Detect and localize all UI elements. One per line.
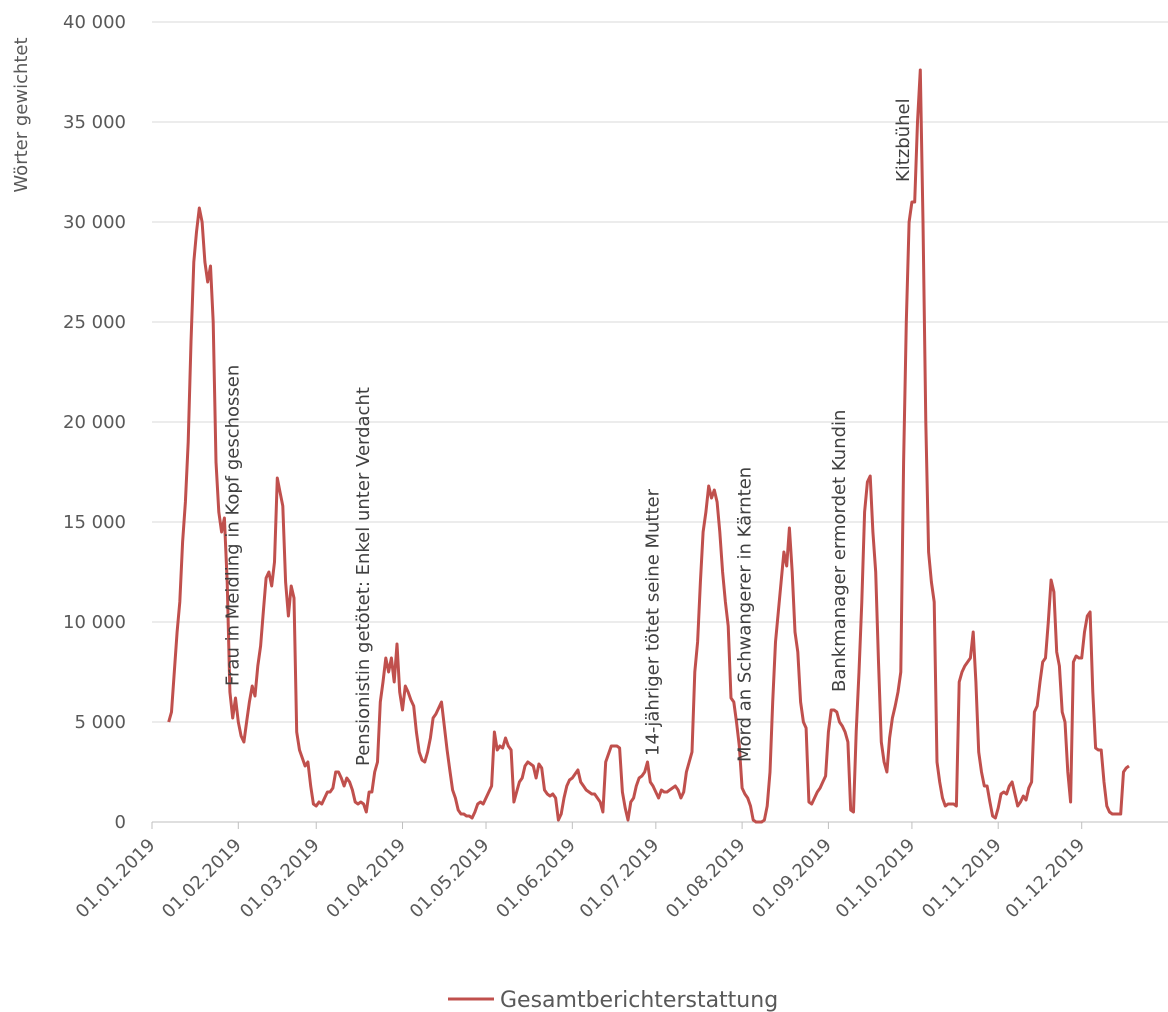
annotation-label: Bankmanager ermordet Kundin — [829, 410, 850, 692]
y-tick-label: 0 — [115, 812, 126, 833]
x-tick-label: 01.06.2019 — [492, 835, 580, 923]
x-tick-label: 01.07.2019 — [576, 835, 664, 923]
annotation-label: Frau in Meidling in Kopf geschossen — [222, 365, 243, 686]
x-tick-label: 01.09.2019 — [748, 835, 836, 923]
legend: Gesamtberichterstattung — [448, 988, 778, 1012]
x-tick-label: 01.03.2019 — [236, 835, 324, 923]
y-tick-label: 15 000 — [63, 512, 126, 533]
x-tick-label: 01.10.2019 — [832, 835, 920, 923]
x-axis-tick-labels: 01.01.201901.02.201901.03.201901.04.2019… — [72, 835, 1089, 923]
y-axis-label: Wörter gewichtet — [11, 37, 32, 192]
series-line-gesamtberichterstattung — [167, 68, 1130, 824]
annotation-label: 14-jähriger tötet seine Mutter — [643, 488, 664, 756]
x-tick-label: 01.01.2019 — [72, 835, 160, 923]
y-tick-label: 20 000 — [63, 412, 126, 433]
gridlines — [152, 21, 1168, 723]
x-tick-label: 01.11.2019 — [918, 835, 1006, 923]
x-tick-label: 01.04.2019 — [322, 835, 410, 923]
y-tick-label: 25 000 — [63, 312, 126, 333]
x-tick-label: 01.02.2019 — [158, 835, 246, 923]
series-layer — [167, 68, 1130, 824]
x-tick-label: 01.08.2019 — [662, 835, 750, 923]
annotation-label: Pensionistin getötet: Enkel unter Verdac… — [353, 387, 374, 766]
y-tick-label: 5 000 — [74, 712, 126, 733]
annotation-label: Mord an Schwangerer in Kärnten — [734, 467, 755, 762]
x-tick-label: 01.05.2019 — [406, 835, 494, 923]
y-tick-label: 30 000 — [63, 212, 126, 233]
annotation-label: Kitzbühel — [893, 98, 914, 182]
y-tick-label: 10 000 — [63, 612, 126, 633]
x-axis — [151, 821, 1168, 829]
y-tick-label: 35 000 — [63, 112, 126, 133]
y-tick-label: 40 000 — [63, 12, 126, 33]
y-axis-tick-labels: 0 5 000 10 000 15 000 20 000 25 000 30 000 35 0… — [63, 12, 126, 833]
x-tick-label: 01.12.2019 — [1002, 835, 1090, 923]
annotations: Frau in Meidling in Kopf geschossen Pensi… — [222, 98, 914, 766]
legend-label: Gesamtberichterstattung — [500, 988, 778, 1012]
